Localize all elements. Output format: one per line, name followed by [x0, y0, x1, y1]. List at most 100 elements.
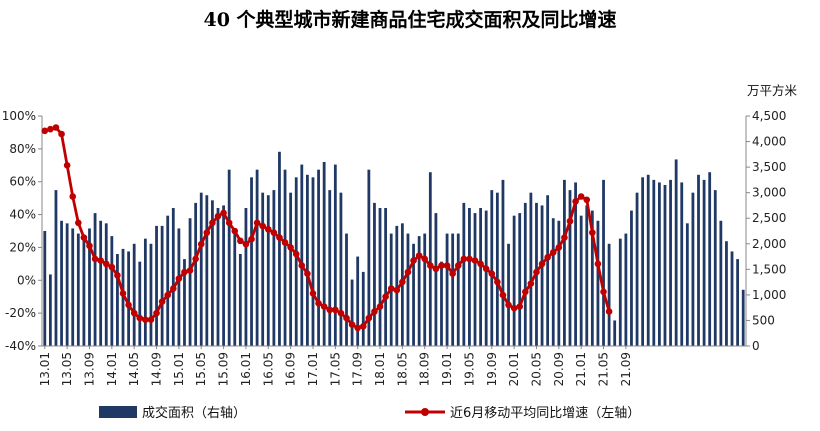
bar — [65, 223, 69, 346]
line-point — [209, 219, 216, 227]
bar — [99, 220, 103, 346]
bar — [479, 208, 482, 346]
bar — [484, 210, 488, 346]
line-point — [583, 196, 591, 204]
bar — [730, 251, 734, 346]
line-point — [594, 260, 602, 268]
line-point — [97, 257, 104, 264]
line-point — [86, 242, 93, 250]
bar — [278, 151, 281, 346]
line-point — [237, 237, 244, 245]
bar — [261, 192, 265, 346]
line-point — [533, 268, 540, 276]
bar — [194, 202, 198, 346]
bar — [456, 233, 460, 346]
bar — [551, 218, 555, 346]
bar — [697, 174, 700, 346]
bar — [495, 192, 499, 346]
bar — [322, 162, 326, 346]
right-tick-label: 2,000 — [752, 237, 786, 251]
line-point — [41, 127, 49, 135]
line-point — [52, 124, 60, 131]
bar — [523, 202, 527, 346]
line-point — [538, 260, 546, 268]
bar — [238, 254, 242, 346]
right-tick-label: 1,000 — [752, 288, 786, 302]
bar — [473, 213, 477, 346]
line-point — [471, 257, 479, 264]
bar — [266, 195, 270, 346]
bar — [462, 202, 466, 346]
bar — [306, 174, 309, 346]
x-tick-label: 20.01 — [507, 352, 521, 386]
bar — [602, 179, 605, 346]
bar — [685, 223, 689, 346]
line-point — [181, 268, 188, 276]
line-point — [415, 252, 423, 259]
line-point — [454, 262, 462, 269]
line-point — [158, 298, 166, 305]
bar — [708, 172, 712, 346]
bar — [641, 177, 645, 346]
bar — [725, 241, 728, 346]
bar — [143, 238, 147, 346]
x-tick-label: 17.01 — [306, 352, 320, 386]
left-tick-label: -40% — [5, 339, 36, 353]
bar — [356, 256, 360, 346]
right-axis-unit: 万平方米 — [747, 83, 798, 98]
x-tick-label: 21.09 — [619, 352, 633, 386]
line-point — [337, 309, 345, 317]
right-tick-label: 4,500 — [752, 109, 786, 123]
legend-swatch-marker — [421, 408, 429, 416]
line-point — [376, 303, 384, 310]
x-tick-label: 15.01 — [172, 352, 186, 386]
left-tick-label: 20% — [9, 240, 36, 254]
line-point — [270, 229, 278, 236]
line-point — [175, 275, 183, 282]
line-point — [75, 219, 82, 227]
bar — [93, 213, 97, 346]
x-tick-label: 16.01 — [239, 352, 253, 386]
line-point — [549, 249, 557, 256]
line-point — [382, 293, 389, 301]
bar — [428, 172, 432, 346]
bar — [406, 233, 410, 346]
bar — [367, 169, 371, 346]
line-point — [605, 308, 613, 315]
bar — [440, 261, 443, 346]
bar — [116, 254, 119, 346]
bar — [412, 243, 415, 346]
bar — [227, 169, 231, 346]
x-tick-label: 19.05 — [462, 352, 476, 386]
line-point — [102, 260, 110, 268]
line-point — [197, 240, 205, 248]
bar — [652, 179, 656, 346]
left-tick-label: -20% — [5, 306, 36, 320]
bar — [501, 179, 505, 346]
line-point — [544, 253, 551, 261]
x-tick-label: 21.05 — [597, 352, 611, 386]
x-tick-label: 20.05 — [529, 352, 543, 386]
line-point — [482, 265, 490, 273]
line-point — [287, 244, 294, 251]
bar — [110, 236, 114, 346]
line-point — [600, 288, 607, 296]
x-tick-label: 15.05 — [194, 352, 208, 386]
line-point — [320, 303, 328, 310]
bar-series — [43, 151, 745, 346]
bar — [518, 213, 522, 346]
x-tick-label: 13.01 — [38, 352, 52, 386]
bar — [177, 228, 181, 346]
line-point — [427, 262, 434, 269]
bar — [395, 225, 399, 346]
bar — [132, 243, 136, 346]
line-point — [527, 280, 535, 287]
bar — [423, 233, 427, 346]
line-point — [365, 314, 373, 322]
line-point — [142, 316, 149, 324]
right-tick-label: 4,000 — [752, 135, 786, 149]
bar — [199, 192, 203, 346]
x-tick-label: 14.09 — [150, 352, 164, 386]
line-point — [510, 304, 518, 312]
line-point — [572, 198, 579, 205]
